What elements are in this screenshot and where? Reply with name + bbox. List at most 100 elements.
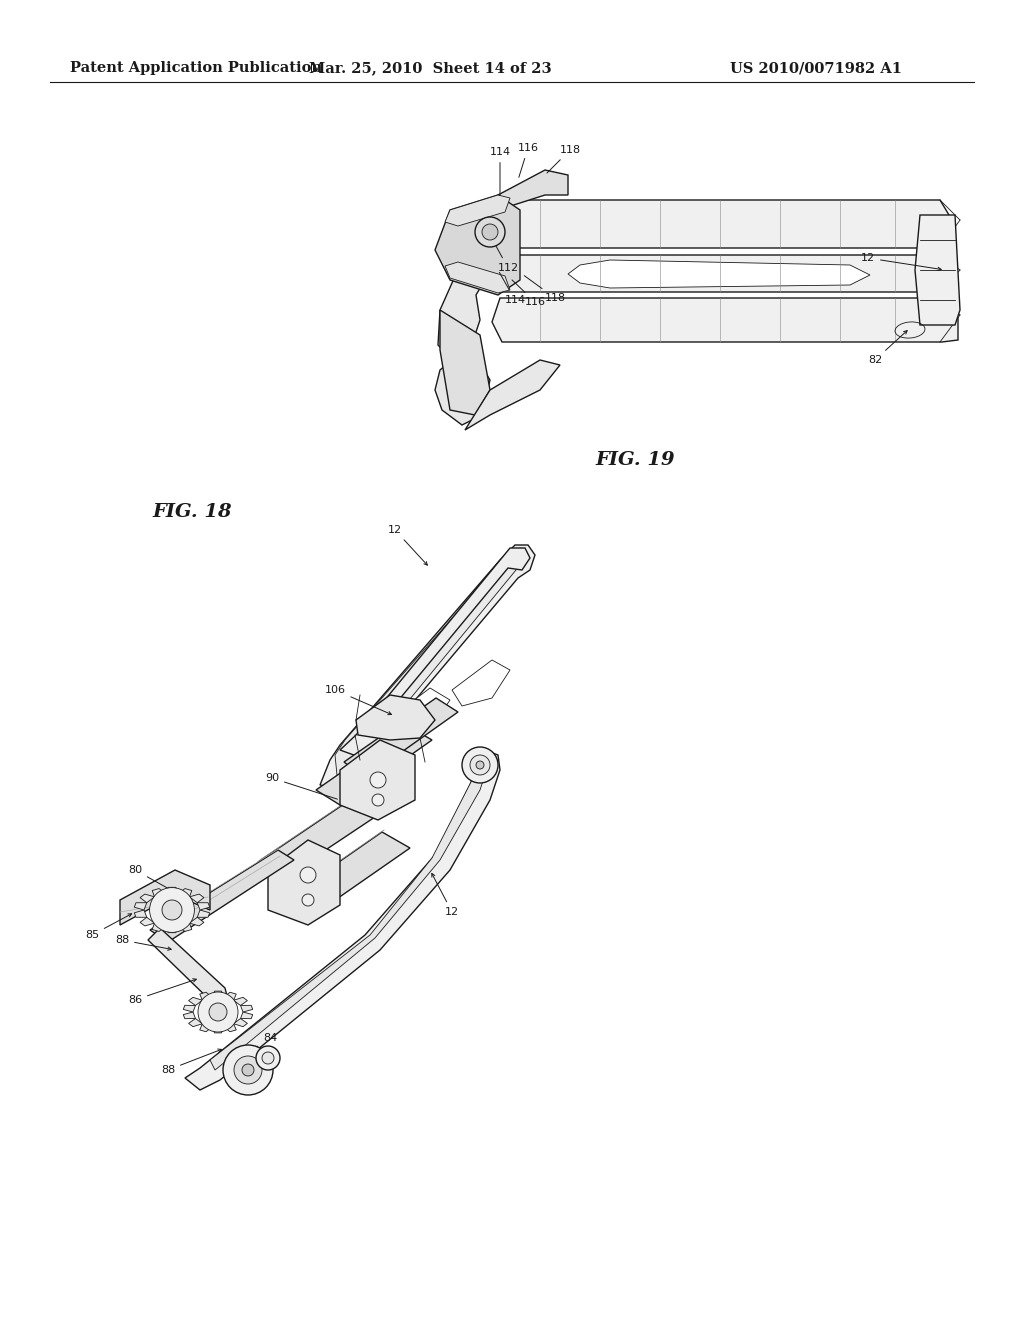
Text: 12: 12 — [432, 874, 459, 917]
Polygon shape — [150, 850, 294, 942]
Polygon shape — [183, 1006, 196, 1012]
Circle shape — [162, 900, 182, 920]
Circle shape — [262, 1052, 274, 1064]
Text: 118: 118 — [547, 145, 581, 173]
Polygon shape — [465, 360, 560, 430]
Polygon shape — [233, 1019, 248, 1027]
Text: Patent Application Publication: Patent Application Publication — [70, 61, 322, 75]
Circle shape — [476, 762, 484, 770]
Circle shape — [223, 1045, 273, 1096]
Text: 88: 88 — [161, 1049, 221, 1074]
Polygon shape — [140, 894, 155, 903]
Polygon shape — [189, 917, 204, 925]
Text: 88: 88 — [115, 935, 171, 950]
Polygon shape — [492, 255, 957, 292]
Text: 112: 112 — [492, 239, 518, 273]
Polygon shape — [183, 1012, 196, 1019]
Polygon shape — [223, 1024, 237, 1032]
Polygon shape — [188, 998, 203, 1006]
Polygon shape — [316, 726, 432, 805]
Circle shape — [470, 755, 490, 775]
Circle shape — [256, 1045, 280, 1071]
Polygon shape — [452, 660, 510, 706]
Polygon shape — [438, 249, 502, 360]
Polygon shape — [134, 903, 146, 909]
Text: 12: 12 — [388, 525, 427, 565]
Polygon shape — [388, 688, 450, 738]
Text: 116: 116 — [512, 280, 546, 308]
Polygon shape — [435, 355, 490, 425]
Text: 86: 86 — [128, 978, 197, 1005]
Text: 106: 106 — [325, 685, 391, 714]
Polygon shape — [490, 201, 955, 248]
Polygon shape — [134, 909, 146, 917]
Circle shape — [150, 887, 195, 932]
Polygon shape — [241, 1012, 253, 1019]
Circle shape — [302, 894, 314, 906]
Polygon shape — [356, 696, 435, 741]
Circle shape — [300, 867, 316, 883]
Polygon shape — [915, 215, 961, 325]
Polygon shape — [188, 1019, 203, 1027]
Polygon shape — [440, 310, 490, 414]
Polygon shape — [198, 903, 210, 909]
Circle shape — [242, 1064, 254, 1076]
Text: Mar. 25, 2010  Sheet 14 of 23: Mar. 25, 2010 Sheet 14 of 23 — [308, 61, 551, 75]
Text: FIG. 19: FIG. 19 — [595, 451, 675, 469]
Polygon shape — [335, 548, 527, 785]
Polygon shape — [120, 870, 210, 925]
Polygon shape — [492, 298, 958, 342]
Polygon shape — [344, 698, 458, 777]
Text: 118: 118 — [524, 276, 565, 304]
Text: 114: 114 — [489, 147, 511, 195]
Polygon shape — [148, 928, 228, 1005]
Polygon shape — [166, 927, 178, 933]
Text: 84: 84 — [244, 1034, 278, 1056]
Polygon shape — [198, 909, 210, 917]
Text: 12: 12 — [861, 253, 941, 271]
Polygon shape — [268, 840, 340, 925]
Circle shape — [234, 1056, 262, 1084]
Polygon shape — [212, 991, 223, 998]
Polygon shape — [445, 261, 510, 293]
Polygon shape — [200, 1024, 212, 1032]
Polygon shape — [258, 800, 378, 876]
Polygon shape — [212, 1027, 223, 1032]
Text: 80: 80 — [128, 865, 176, 894]
Polygon shape — [153, 923, 166, 932]
Circle shape — [370, 772, 386, 788]
Polygon shape — [223, 993, 237, 1001]
Polygon shape — [178, 888, 191, 896]
Circle shape — [482, 224, 498, 240]
Polygon shape — [435, 195, 520, 294]
Polygon shape — [178, 923, 191, 932]
Text: 114: 114 — [500, 272, 525, 305]
Circle shape — [372, 795, 384, 807]
Polygon shape — [340, 548, 530, 758]
Polygon shape — [210, 758, 488, 1071]
Polygon shape — [189, 894, 204, 903]
Polygon shape — [185, 752, 500, 1090]
Polygon shape — [290, 832, 410, 912]
Text: 116: 116 — [517, 143, 539, 177]
Polygon shape — [153, 888, 166, 896]
Text: 85: 85 — [85, 913, 132, 940]
Polygon shape — [445, 195, 510, 226]
Text: 90: 90 — [265, 774, 337, 799]
Polygon shape — [166, 887, 178, 894]
Circle shape — [462, 747, 498, 783]
Polygon shape — [233, 998, 248, 1006]
Text: 82: 82 — [868, 330, 907, 366]
Polygon shape — [200, 993, 212, 1001]
Polygon shape — [241, 1006, 253, 1012]
Circle shape — [475, 216, 505, 247]
Circle shape — [209, 1003, 227, 1020]
Polygon shape — [498, 170, 568, 210]
Polygon shape — [319, 545, 535, 789]
Polygon shape — [140, 917, 155, 925]
Text: US 2010/0071982 A1: US 2010/0071982 A1 — [730, 61, 902, 75]
Circle shape — [198, 993, 238, 1032]
Polygon shape — [340, 741, 415, 820]
Text: FIG. 18: FIG. 18 — [153, 503, 231, 521]
Polygon shape — [568, 260, 870, 288]
